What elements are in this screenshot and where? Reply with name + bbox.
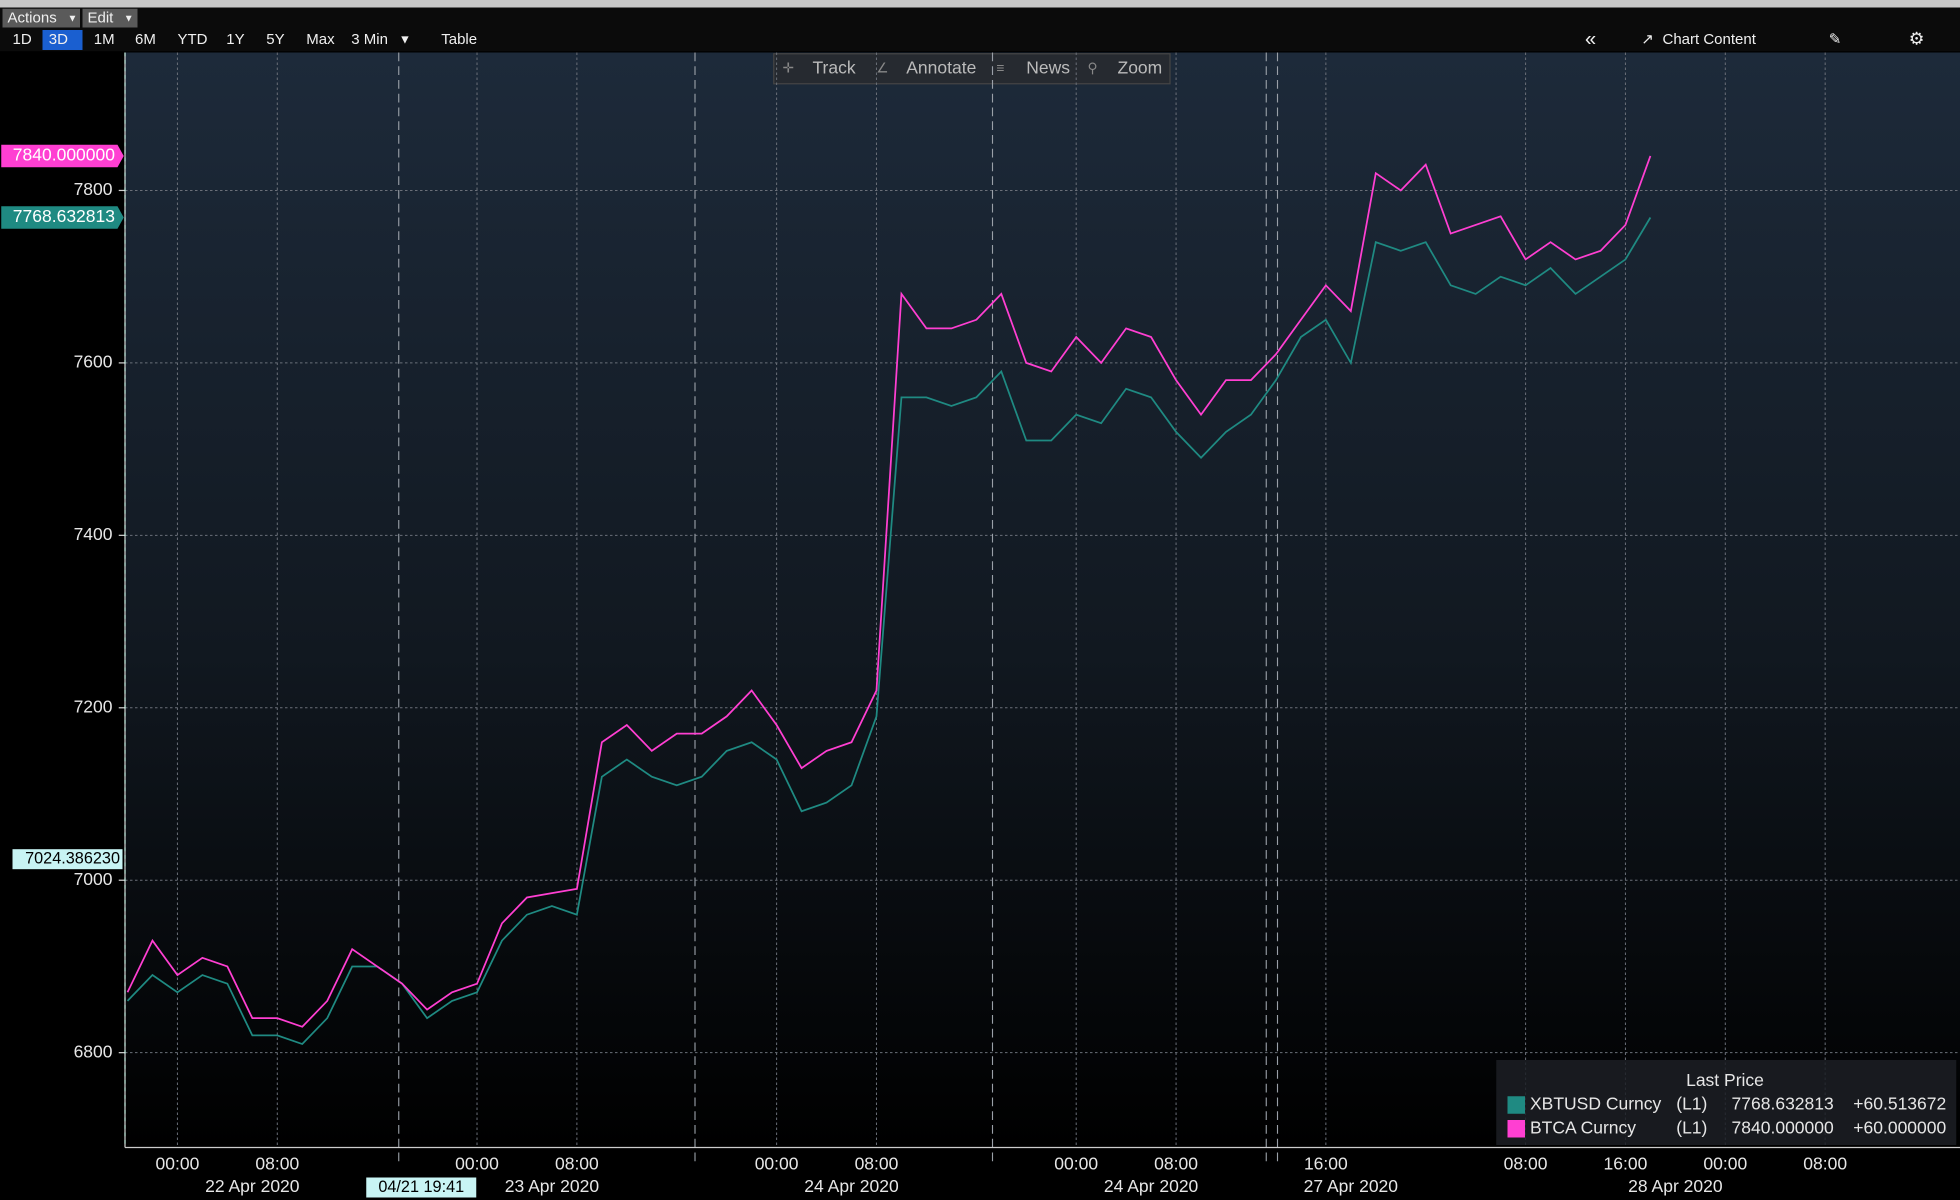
range-button[interactable]: 3D bbox=[49, 31, 68, 48]
x-date-label: 23 Apr 2020 bbox=[505, 1176, 600, 1196]
x-tick-label: 16:00 bbox=[1604, 1154, 1648, 1174]
x-tick-label: 16:00 bbox=[1304, 1154, 1348, 1174]
legend-name[interactable]: XBTUSD Curncy bbox=[1530, 1094, 1662, 1114]
edit-button[interactable] bbox=[82, 8, 138, 28]
legend-change: +60.513672 bbox=[1853, 1094, 1946, 1114]
range-button[interactable]: 5Y bbox=[266, 31, 284, 48]
x-date-label: 24 Apr 2020 bbox=[804, 1176, 899, 1196]
dropdown-arrow: ▼ bbox=[68, 13, 78, 24]
range-selected bbox=[42, 30, 83, 50]
legend: XBTUSD Curncy (L1) 7768.632813 +60.513672 BT… bbox=[1507, 1094, 1947, 1138]
table-button[interactable]: Table bbox=[441, 31, 477, 48]
last-value-box bbox=[1, 144, 124, 168]
x-tick-label: 08:00 bbox=[255, 1154, 299, 1174]
last-value-label: 7768.632813 bbox=[13, 206, 115, 226]
crosshair-x-box bbox=[366, 1177, 477, 1198]
tool-button[interactable]: Annotate bbox=[906, 57, 976, 77]
chart-content-button[interactable]: Chart Content bbox=[1663, 31, 1757, 48]
y-tick-label: 6800 bbox=[74, 1041, 113, 1061]
tool-button[interactable]: Zoom bbox=[1118, 57, 1163, 77]
x-date-label: 22 Apr 2020 bbox=[205, 1176, 300, 1196]
edit-label: Edit bbox=[88, 10, 115, 27]
range-buttons: 1D 3D 1M 6M YTD 1Y 5Y Max bbox=[13, 30, 335, 50]
x-tick-label: 08:00 bbox=[1154, 1154, 1198, 1174]
actions-button[interactable] bbox=[2, 8, 81, 28]
x-date-label: 28 Apr 2020 bbox=[1628, 1176, 1723, 1196]
tool-bar bbox=[773, 53, 1171, 85]
toolbar bbox=[0, 7, 1960, 52]
tool-icon: ⚲ bbox=[1088, 60, 1098, 75]
crosshair-x-label: 04/21 19:41 bbox=[378, 1178, 464, 1196]
x-tick-label: 08:00 bbox=[1803, 1154, 1847, 1174]
plot-area bbox=[125, 52, 1960, 1148]
x-tick-label: 00:00 bbox=[1703, 1154, 1747, 1174]
x-tick-label: 00:00 bbox=[156, 1154, 200, 1174]
tool-icon: ∠ bbox=[876, 60, 888, 75]
range-button[interactable]: Max bbox=[306, 31, 335, 48]
tool-button[interactable]: Track bbox=[813, 57, 856, 77]
range-button[interactable]: 1D bbox=[13, 31, 32, 48]
range-button[interactable]: YTD bbox=[178, 31, 208, 48]
legend-swatch[interactable] bbox=[1507, 1120, 1526, 1138]
actions-label: Actions bbox=[8, 10, 57, 27]
x-tick-label: 00:00 bbox=[455, 1154, 499, 1174]
x-tick-label: 08:00 bbox=[855, 1154, 899, 1174]
legend-title: Last Price bbox=[1686, 1070, 1764, 1090]
top-strip bbox=[0, 0, 1960, 8]
range-button[interactable]: 1M bbox=[94, 31, 115, 48]
legend-box bbox=[1496, 1060, 1957, 1145]
tools: ✛ Track ∠ Annotate ≡ News ⚲ Zoom bbox=[783, 57, 1163, 77]
x-date-label: 24 Apr 2020 bbox=[1104, 1176, 1199, 1196]
tool-icon: ≡ bbox=[996, 60, 1004, 75]
tool-button[interactable]: News bbox=[1026, 57, 1070, 77]
legend-last: 7768.632813 bbox=[1732, 1094, 1834, 1114]
chart-icon: ↗ bbox=[1641, 31, 1654, 48]
settings-icon[interactable]: ⚙ bbox=[1909, 29, 1925, 49]
x-tick-label: 00:00 bbox=[755, 1154, 799, 1174]
x-tick-label: 08:00 bbox=[555, 1154, 599, 1174]
legend-swatch[interactable] bbox=[1507, 1096, 1526, 1114]
edit-icon[interactable]: ✎ bbox=[1829, 31, 1842, 48]
x-date-label: 27 Apr 2020 bbox=[1304, 1176, 1399, 1196]
legend-source: (L1) bbox=[1676, 1094, 1707, 1114]
dropdown-arrow: ▼ bbox=[399, 32, 411, 46]
y-tick-label: 7000 bbox=[74, 869, 113, 889]
range-button[interactable]: 6M bbox=[135, 31, 156, 48]
legend-source: (L1) bbox=[1676, 1117, 1707, 1137]
tool-icon: ✛ bbox=[783, 60, 795, 75]
collapse-icon[interactable]: « bbox=[1585, 28, 1596, 50]
plot: 6800 7000 7200 7400 7600 7800 00:00 08:00 00:00 0… bbox=[1, 52, 1960, 1198]
last-value-box bbox=[1, 206, 124, 229]
last-value-label: 7840.000000 bbox=[13, 145, 115, 165]
legend-change: +60.000000 bbox=[1853, 1117, 1946, 1137]
legend-name[interactable]: BTCA Curncy bbox=[1530, 1117, 1636, 1137]
dropdown-arrow: ▼ bbox=[124, 13, 134, 24]
crosshair-y-label: 7024.386230 bbox=[25, 849, 120, 867]
y-tick-label: 7200 bbox=[74, 696, 113, 716]
y-tick-label: 7600 bbox=[74, 352, 113, 372]
interval-label[interactable]: 3 Min bbox=[351, 31, 388, 48]
crosshair-y-box bbox=[12, 849, 123, 870]
x-tick-label: 00:00 bbox=[1054, 1154, 1098, 1174]
x-tick-label: 08:00 bbox=[1504, 1154, 1548, 1174]
y-tick-label: 7400 bbox=[74, 524, 113, 544]
y-tick-label: 7800 bbox=[74, 179, 113, 199]
series-line bbox=[126, 155, 1652, 1028]
range-button[interactable]: 1Y bbox=[226, 31, 244, 48]
legend-last: 7840.000000 bbox=[1732, 1117, 1834, 1137]
